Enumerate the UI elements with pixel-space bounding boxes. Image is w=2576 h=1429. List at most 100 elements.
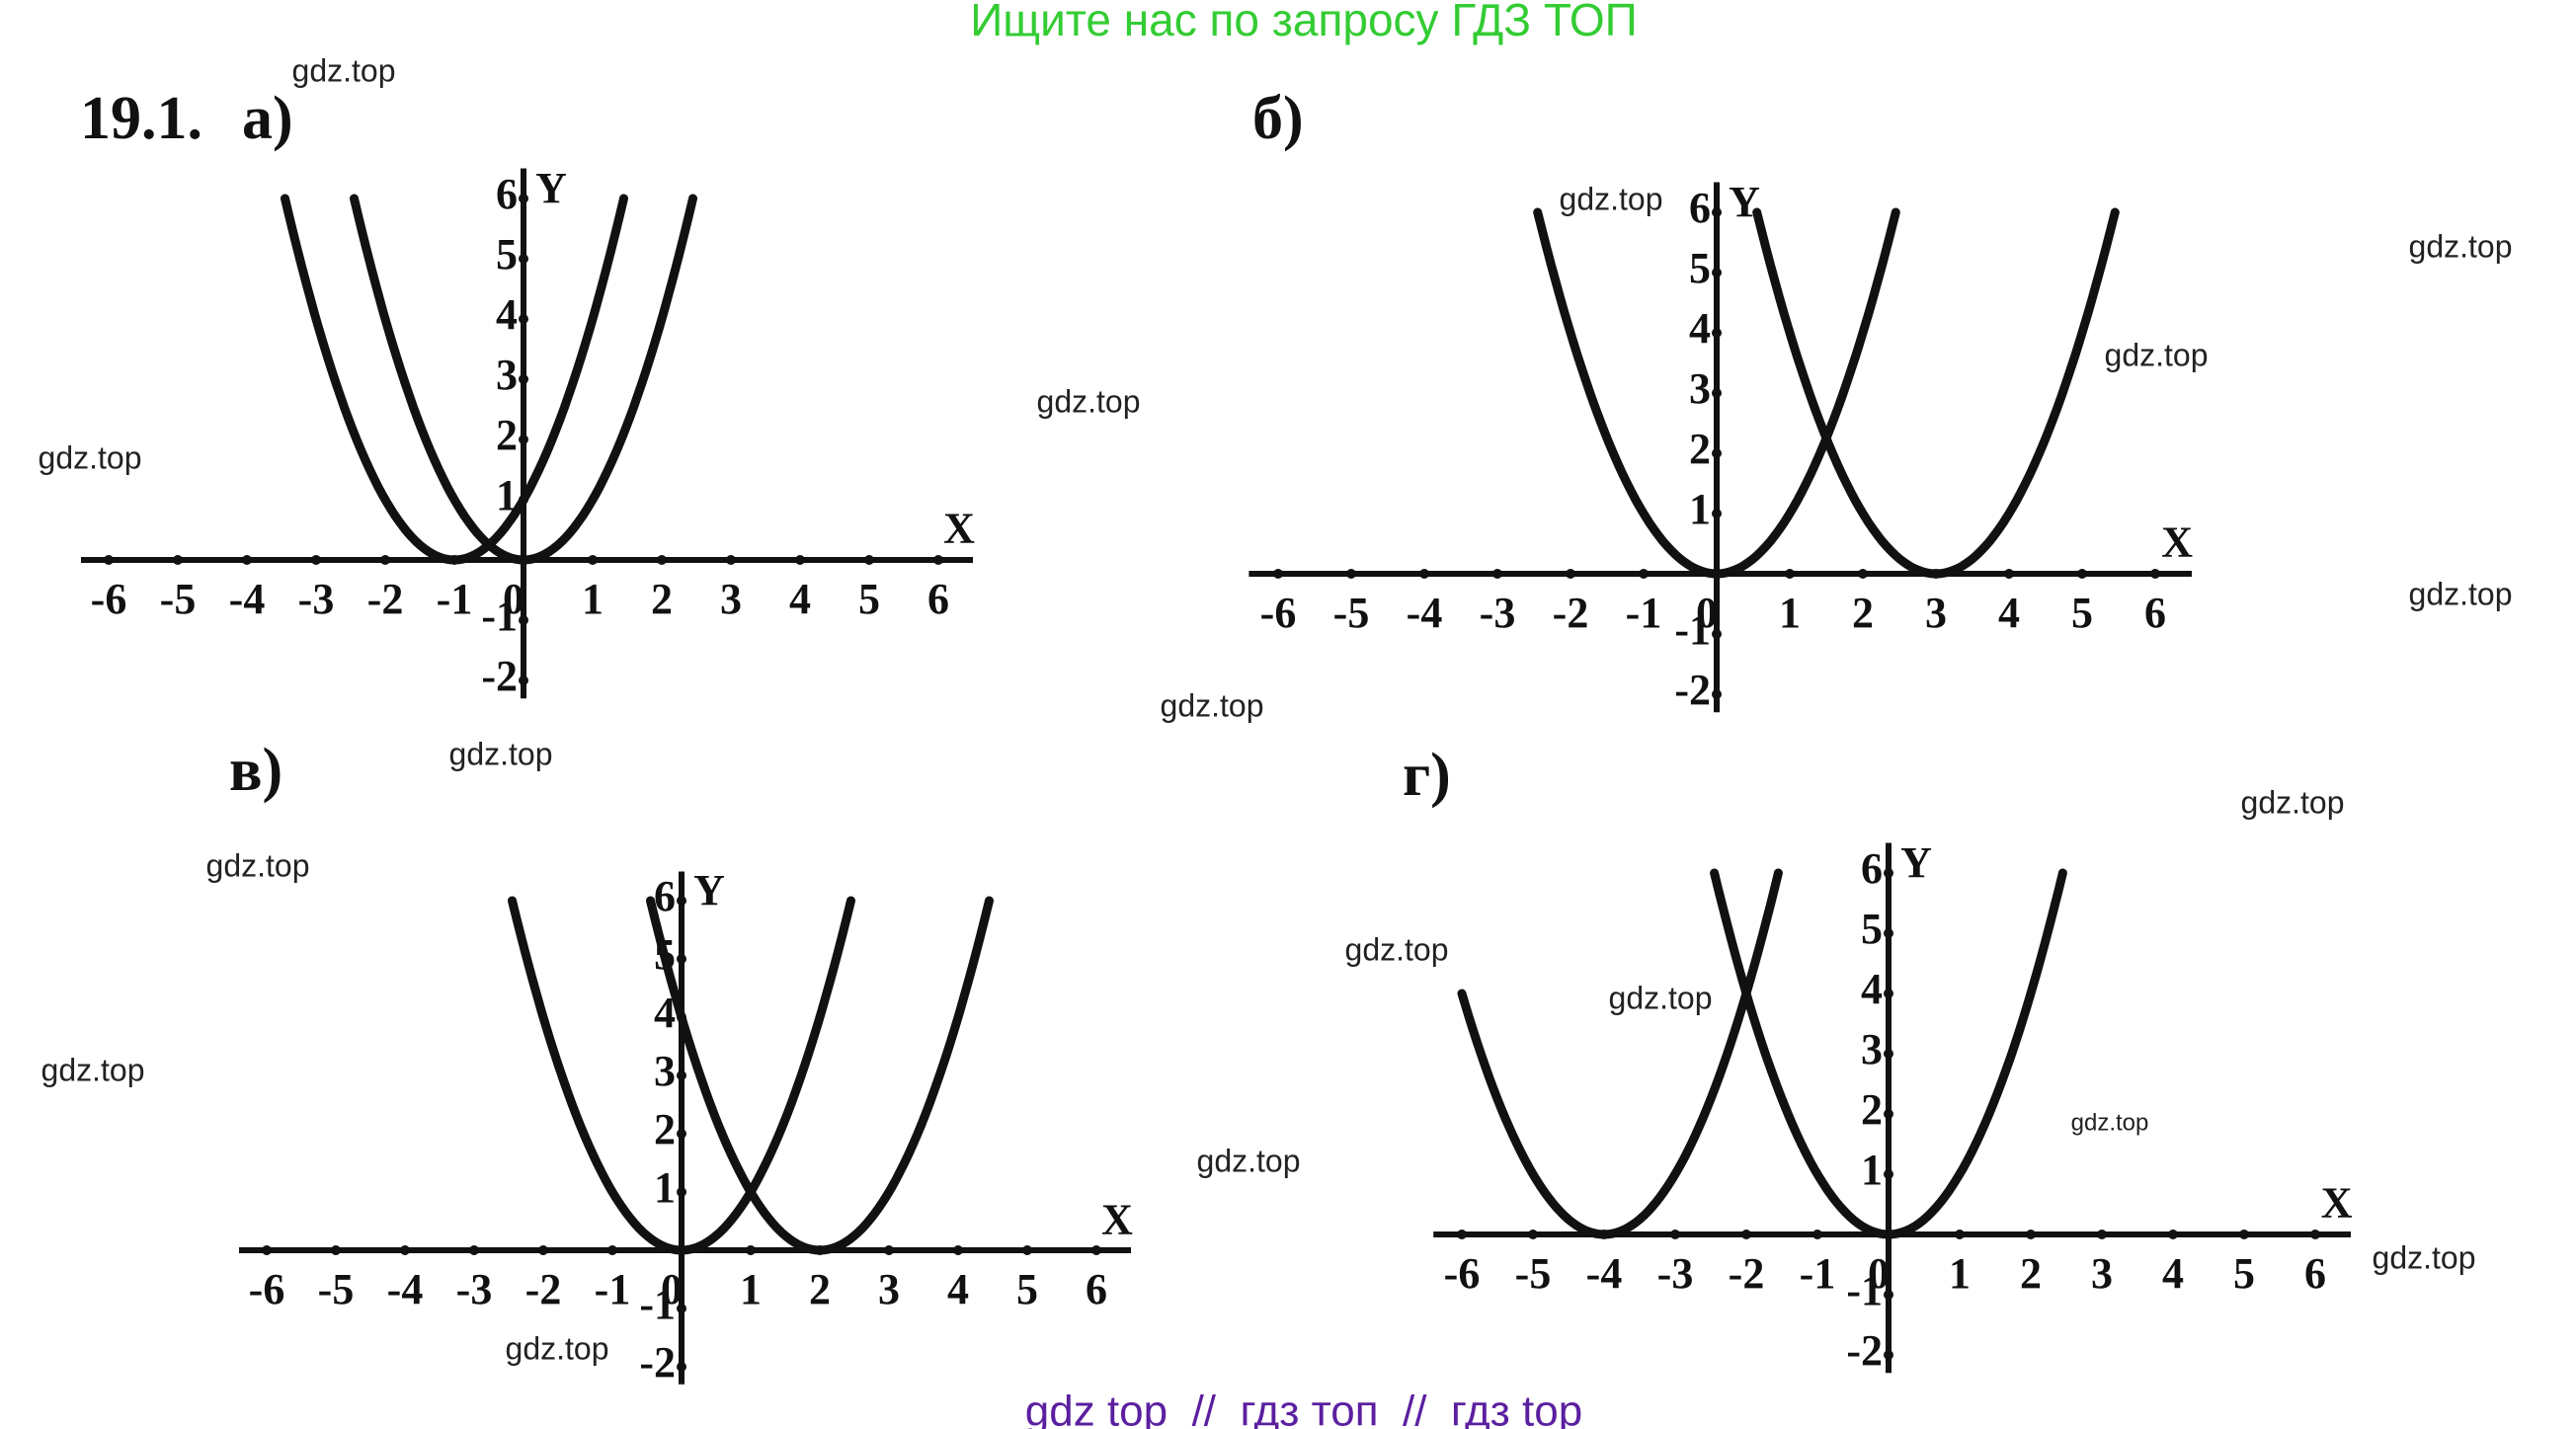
x-tick	[331, 1245, 341, 1255]
x-tick	[1419, 569, 1429, 579]
y-tick	[1712, 509, 1722, 518]
panel-label: а)	[242, 85, 293, 152]
x-tick	[2239, 1230, 2249, 1239]
parabola	[1752, 207, 2120, 579]
x-tick	[469, 1245, 479, 1255]
y-tick-label: 2	[496, 411, 518, 459]
panel-label: б)	[1252, 85, 1304, 152]
x-tick	[1670, 1230, 1680, 1239]
x-tick	[104, 555, 114, 565]
x-tick-label: -2	[1729, 1249, 1765, 1298]
watermark: gdz.top	[2409, 228, 2513, 264]
x-tick-label: 2	[1852, 589, 1874, 637]
y-tick	[1712, 448, 1722, 458]
y-tick	[1712, 689, 1722, 699]
x-tick	[726, 555, 736, 565]
y-tick	[1884, 1169, 1893, 1179]
x-tick	[2150, 569, 2160, 579]
x-tick-label: 0	[503, 575, 524, 623]
y-tick	[519, 675, 528, 685]
watermark: gdz.top	[2241, 784, 2345, 820]
x-tick-label: -2	[1553, 589, 1589, 637]
x-tick-label: -6	[91, 575, 127, 623]
watermark: gdz.top	[39, 439, 142, 475]
x-tick	[1022, 1245, 1032, 1255]
x-tick-label: 4	[2162, 1249, 2184, 1298]
y-tick	[1712, 328, 1722, 338]
y-tick	[677, 954, 686, 964]
y-tick-label: -1	[1846, 1266, 1883, 1314]
x-tick-label: 2	[651, 575, 673, 623]
x-tick-label: -5	[318, 1265, 355, 1313]
x-tick	[2097, 1230, 2107, 1239]
x-tick-label: 6	[2304, 1249, 2326, 1298]
x-tick	[1785, 569, 1795, 579]
x-tick-label: 6	[927, 575, 949, 623]
x-tick-label: -4	[1586, 1249, 1623, 1298]
x-tick	[2077, 569, 2087, 579]
x-axis-label: X	[1101, 1196, 1133, 1244]
y-tick-label: -1	[639, 1280, 676, 1328]
x-tick	[1566, 569, 1575, 579]
x-tick-label: -5	[1515, 1249, 1552, 1298]
footer: gdz top // гдз топ // гдз top	[1025, 1388, 1582, 1429]
y-tick-label: 5	[1689, 244, 1711, 292]
x-tick-label: 1	[1779, 589, 1801, 637]
y-tick	[677, 1187, 686, 1197]
y-tick-label: -2	[481, 652, 518, 700]
y-tick-label: 6	[1861, 844, 1883, 893]
y-axis-label: Y	[535, 164, 567, 212]
watermark: gdz.top	[1345, 931, 1449, 967]
watermark: gdz.top	[1037, 383, 1141, 419]
x-tick	[311, 555, 321, 565]
watermark: gdz.top	[41, 1052, 145, 1087]
x-tick	[1492, 569, 1502, 579]
problem-number: 19.1.	[80, 85, 202, 152]
y-tick	[519, 254, 528, 264]
y-tick	[519, 374, 528, 384]
x-tick-label: 3	[1925, 589, 1947, 637]
y-tick-label: -2	[639, 1338, 676, 1387]
y-tick-label: -1	[481, 592, 518, 640]
x-tick-label: -6	[249, 1265, 285, 1313]
x-tick	[242, 555, 252, 565]
x-tick-label: 0	[1868, 1249, 1890, 1298]
x-tick	[1639, 569, 1649, 579]
x-tick	[884, 1245, 894, 1255]
y-tick-label: 3	[654, 1047, 676, 1095]
y-tick-label: 1	[1689, 485, 1711, 533]
parabola	[1710, 868, 2067, 1239]
x-axis-label: X	[2321, 1179, 2353, 1228]
y-tick	[677, 1362, 686, 1372]
x-tick-label: -4	[387, 1265, 424, 1313]
panel-label: г)	[1403, 742, 1451, 809]
x-tick-label: -3	[298, 575, 335, 623]
y-tick	[1712, 268, 1722, 278]
y-tick	[1884, 928, 1893, 938]
x-tick-label: -3	[456, 1265, 493, 1313]
watermark: gdz.top	[292, 52, 396, 88]
y-tick-label: 3	[1861, 1025, 1883, 1073]
y-tick	[1884, 1350, 1893, 1360]
x-tick	[953, 1245, 963, 1255]
x-tick-label: 5	[2233, 1249, 2255, 1298]
watermark: gdz.top	[2373, 1239, 2476, 1275]
x-tick-label: -2	[367, 575, 404, 623]
y-tick-label: 4	[496, 290, 518, 339]
y-axis-label: Y	[1900, 838, 1932, 887]
y-tick	[677, 1304, 686, 1313]
y-tick	[1712, 629, 1722, 639]
x-tick-label: -6	[1260, 589, 1297, 637]
parabola	[1533, 207, 1900, 579]
parabola	[508, 896, 855, 1255]
y-tick	[677, 896, 686, 906]
y-tick-label: 5	[496, 230, 518, 278]
x-tick-label: 1	[582, 575, 604, 623]
x-tick-label: 3	[878, 1265, 900, 1313]
y-tick	[1884, 989, 1893, 998]
x-tick-label: 5	[2071, 589, 2093, 637]
y-tick-label: 4	[654, 989, 676, 1037]
